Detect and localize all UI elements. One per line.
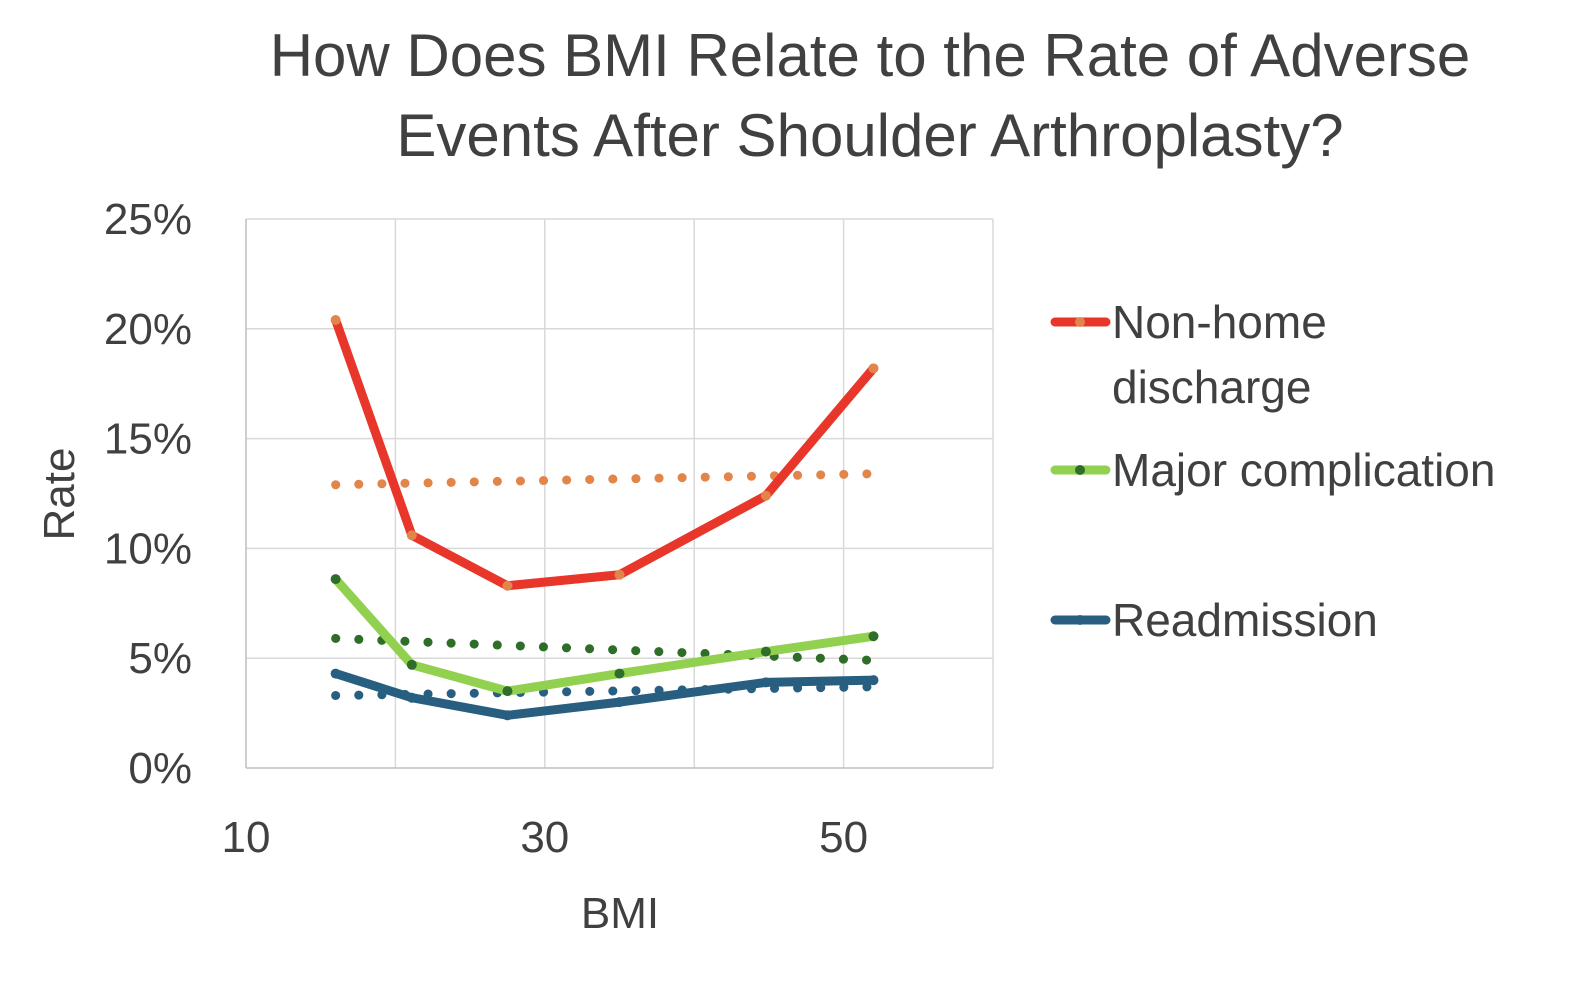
data-point (868, 363, 879, 374)
series-line-1 (331, 574, 878, 696)
y-tick-label: 5% (128, 634, 192, 683)
series-lines (330, 315, 879, 721)
legend-label: Non-home (1112, 296, 1327, 348)
legend-label: Readmission (1112, 594, 1378, 646)
x-tick-label: 50 (819, 813, 868, 862)
data-point (868, 675, 879, 686)
data-point (406, 530, 417, 541)
axes (245, 219, 993, 769)
legend-item-0: Non-home discharge (1050, 296, 1327, 413)
data-point (330, 574, 341, 585)
data-point (614, 569, 625, 580)
data-point (614, 668, 625, 679)
data-point (760, 646, 771, 657)
y-axis-label: Rate (35, 448, 84, 541)
chart-title-line-1: How Does BMI Relate to the Rate of Adver… (270, 22, 1471, 89)
y-tick-label: 0% (128, 744, 192, 793)
data-point (502, 710, 513, 721)
x-axis-label: BMI (581, 889, 659, 938)
data-point (502, 580, 513, 591)
legend-item-2: Readmission (1050, 594, 1378, 646)
x-tick-label: 30 (520, 813, 569, 862)
legend-label: discharge (1112, 361, 1311, 413)
trendlines (331, 469, 878, 701)
data-point (760, 490, 771, 501)
trendline-2 (331, 682, 878, 701)
chart-title-line-2: Events After Shoulder Arthroplasty? (396, 102, 1343, 169)
data-point (330, 315, 341, 326)
trendline-0 (331, 469, 878, 490)
data-point (406, 692, 417, 703)
legend: Non-home discharge Major complication Readm… (1050, 296, 1495, 646)
series-line-2 (331, 669, 878, 720)
y-tick-label: 20% (104, 305, 192, 354)
legend-marker (1075, 317, 1085, 327)
trendline-1 (331, 633, 878, 665)
legend-item-1: Major complication (1050, 444, 1495, 496)
gridlines (246, 218, 994, 768)
legend-marker (1075, 465, 1085, 475)
legend-marker (1075, 615, 1085, 625)
data-point (330, 668, 341, 679)
y-tick-label: 10% (104, 524, 192, 573)
data-point (502, 686, 513, 697)
x-tick-label: 10 (222, 813, 271, 862)
y-tick-label: 15% (104, 415, 192, 464)
data-point (868, 631, 879, 642)
data-point (406, 659, 417, 670)
data-point (760, 677, 771, 688)
legend-label: Major complication (1112, 444, 1495, 496)
data-point (614, 697, 625, 708)
chart-title: How Does BMI Relate to the Rate of Adver… (270, 22, 1471, 169)
series-line-0 (331, 315, 878, 591)
tick-labels: 0% 5% 10% 15% 20% 25% 10 30 50 (104, 195, 868, 862)
y-tick-label: 25% (104, 195, 192, 244)
